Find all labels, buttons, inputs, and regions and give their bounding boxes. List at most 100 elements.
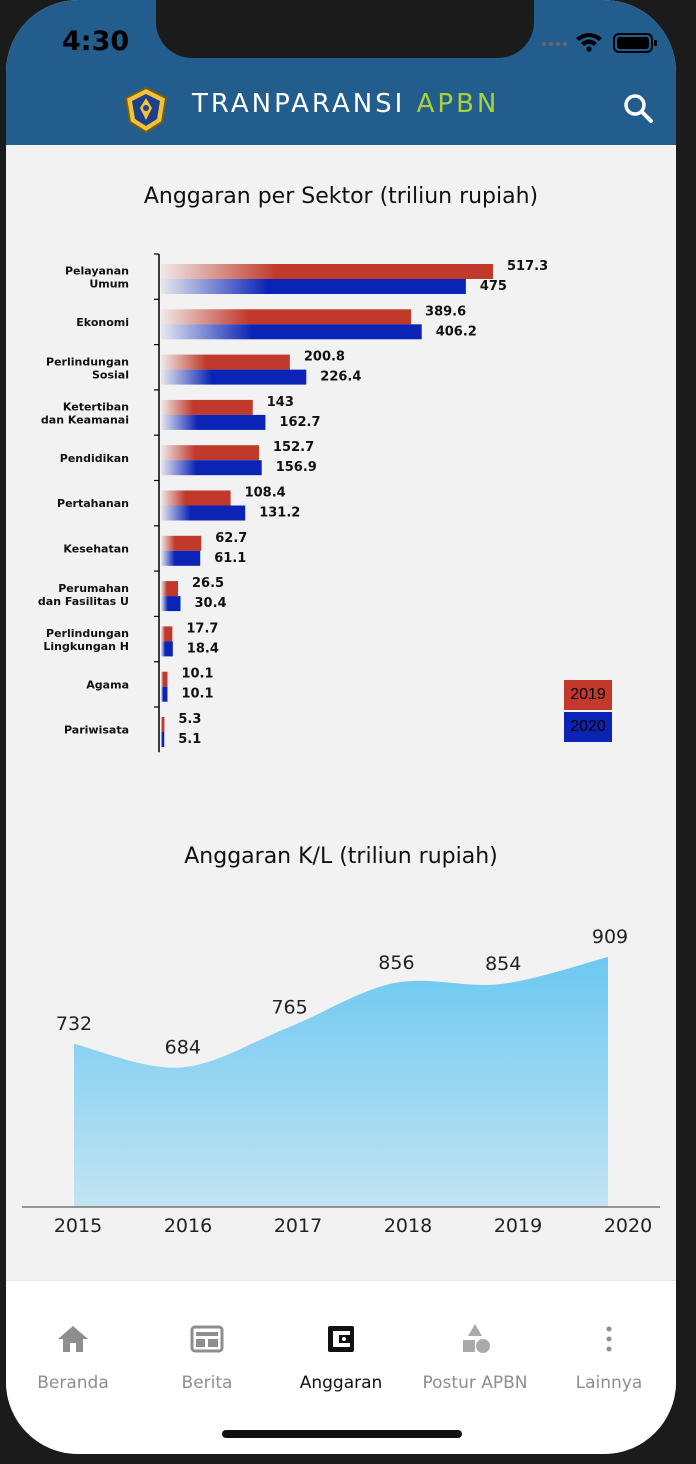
category-label: Agama	[86, 678, 129, 691]
tab-berita[interactable]: Berita	[140, 1321, 274, 1393]
bar-value-label: 18.4	[187, 641, 219, 656]
bar-2019	[161, 626, 173, 642]
kl-chart-title: Anggaran K/L (triliun rupiah)	[184, 844, 498, 869]
bar-2020	[161, 550, 201, 566]
category-label-line: Pelayanan	[65, 265, 129, 278]
category-label-line: Ketertiban	[63, 401, 129, 414]
bar-value-label: 475	[480, 279, 507, 294]
cellular-signal-icon	[542, 42, 567, 46]
tab-postur-apbn[interactable]: Postur APBN	[408, 1321, 542, 1393]
legend-2020: 2020	[564, 712, 612, 742]
bar-value-label: 10.1	[181, 687, 213, 702]
bar-value-label: 5.3	[178, 712, 201, 727]
sector-chart-title: Anggaran per Sektor (triliun rupiah)	[143, 184, 539, 209]
bar-value-label: 517.3	[507, 259, 548, 274]
bar-value-label: 5.1	[178, 732, 201, 747]
bar-value-label: 200.8	[304, 350, 345, 365]
bar-2019	[161, 399, 253, 415]
bar-2019	[161, 264, 493, 279]
wifi-icon	[576, 33, 602, 52]
bar-2019	[161, 535, 202, 551]
x-tick-label: 2019	[494, 1215, 542, 1237]
bar-value-label: 26.5	[192, 576, 224, 591]
area-value-label: 765	[271, 997, 307, 1019]
bar-value-label: 62.7	[215, 531, 247, 546]
bar-value-label: 226.4	[320, 370, 361, 385]
category-label: Pariwisata	[64, 724, 129, 737]
bar-2019	[161, 445, 260, 461]
category-label-line: dan Keamanai	[41, 414, 129, 427]
bar-2020	[161, 369, 307, 385]
bar-value-label: 156.9	[276, 460, 317, 475]
category-label: Pelayanan Umum	[65, 265, 129, 291]
home-icon	[58, 1326, 88, 1352]
category-label-line: Kesehatan	[63, 542, 129, 555]
device-notch	[156, 0, 534, 58]
bar-2020	[161, 279, 466, 294]
bar-2020	[161, 324, 422, 340]
category-label-line: Umum	[89, 278, 129, 291]
bar-2019	[161, 671, 168, 687]
category-label-line: Lingkungan H	[43, 640, 129, 653]
category-label: Perlindungan Sosial	[46, 355, 129, 381]
category-label-line: Ekonomi	[76, 316, 129, 329]
category-label-line: Pertahanan	[57, 497, 129, 510]
x-tick-label: 2016	[164, 1215, 212, 1237]
bar-2020	[161, 505, 246, 521]
x-tick-label: 2015	[54, 1215, 102, 1237]
news-icon	[190, 1325, 224, 1353]
bar-2019	[161, 490, 231, 506]
status-icons	[542, 33, 657, 53]
area-value-label: 684	[165, 1037, 201, 1059]
bar-2019	[161, 717, 165, 732]
category-label-line: dan Fasilitas U	[38, 595, 129, 608]
bar-value-label: 143	[267, 395, 294, 410]
area-series	[74, 957, 608, 1207]
legend-2019: 2019	[564, 680, 612, 710]
bar-value-label: 10.1	[181, 667, 213, 682]
status-time: 4:30	[62, 26, 130, 57]
tab-lainnya[interactable]: Lainnya	[542, 1321, 676, 1393]
category-label-line: Perumahan	[58, 582, 129, 595]
area-value-label: 856	[378, 952, 414, 974]
tab-label: Postur APBN	[422, 1373, 528, 1393]
app-title-main: TRANPARANSI	[192, 89, 417, 119]
phone-screen: 4:30 TRANPARANSI APBN	[6, 0, 676, 1454]
category-label-line: Agama	[86, 678, 129, 691]
tab-beranda[interactable]: Beranda	[6, 1321, 140, 1393]
bar-2020	[161, 460, 262, 476]
bar-2019	[161, 581, 179, 597]
tab-anggaran[interactable]: Anggaran	[274, 1321, 408, 1393]
category-label-line: Pendidikan	[60, 452, 129, 465]
tab-label: Lainnya	[575, 1373, 643, 1393]
emblem-logo	[124, 86, 168, 134]
category-label-line: Sosial	[92, 368, 129, 381]
bar-value-label: 108.4	[245, 486, 286, 501]
bar-2020	[161, 686, 168, 702]
wallet-icon	[328, 1326, 354, 1352]
bar-value-label: 389.6	[425, 304, 466, 319]
bar-value-label: 406.2	[436, 324, 477, 339]
x-tick-label: 2020	[604, 1215, 652, 1237]
x-tick-label: 2017	[274, 1215, 322, 1237]
bar-value-label: 131.2	[259, 506, 300, 521]
bar-2019	[161, 354, 290, 370]
tab-label: Berita	[181, 1373, 233, 1393]
category-label: Perumahan dan Fasilitas U	[38, 582, 129, 608]
search-icon[interactable]	[622, 92, 654, 124]
bar-2020	[161, 732, 165, 747]
home-indicator	[222, 1430, 462, 1438]
app-title: TRANPARANSI APBN	[192, 89, 499, 119]
category-label-line: Perlindungan	[46, 355, 129, 368]
bar-value-label: 17.7	[186, 621, 218, 636]
more-vertical-icon	[606, 1326, 612, 1352]
tab-label: Beranda	[37, 1373, 109, 1393]
category-label: Ketertiban dan Keamanai	[41, 401, 129, 427]
shapes-icon	[463, 1324, 490, 1353]
bar-value-label: 61.1	[214, 551, 246, 566]
area-value-label: 732	[56, 1013, 92, 1035]
app-title-accent: APBN	[416, 89, 500, 119]
bar-value-label: 152.7	[273, 440, 314, 455]
category-label: Pendidikan	[60, 452, 129, 465]
